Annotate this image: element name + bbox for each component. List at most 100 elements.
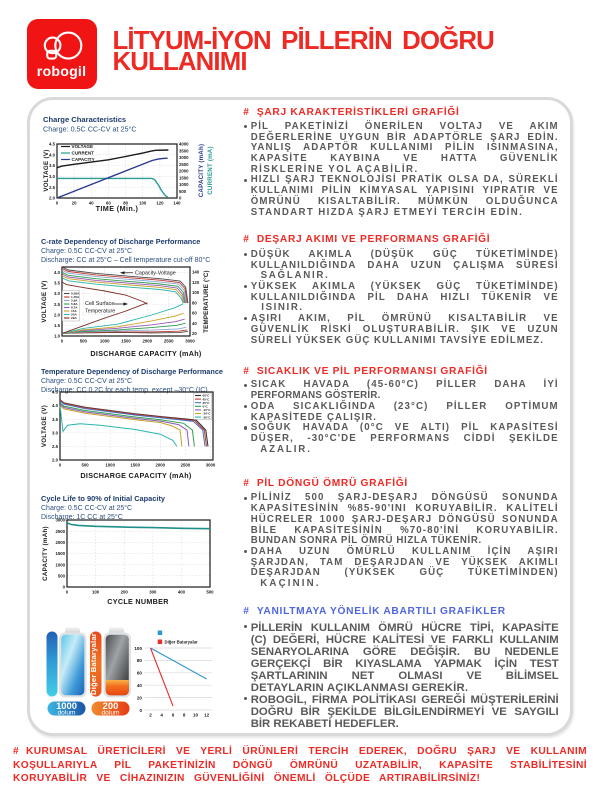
svg-text:60: 60 [106,201,111,206]
svg-text:dolum: dolum [102,710,120,717]
svg-text:12: 12 [204,713,210,718]
svg-text:100: 100 [92,590,100,595]
svg-text:500: 500 [82,463,90,468]
svg-text:Cycle Life to 90% of Initial C: Cycle Life to 90% of Initial Capacity [41,494,166,503]
svg-text:4: 4 [160,713,163,718]
svg-text:CAPACITY: CAPACITY [72,157,95,162]
svg-text:500: 500 [206,590,214,595]
svg-text:2.5: 2.5 [49,185,56,190]
svg-text:CYCLE NUMBER: CYCLE NUMBER [107,597,169,606]
svg-text:Cell Surface: Cell Surface [85,301,114,307]
svg-text:0: 0 [139,708,142,713]
svg-text:4.0: 4.0 [52,403,59,408]
svg-text:0: 0 [61,339,64,344]
svg-text:20: 20 [137,695,143,700]
svg-text:500: 500 [58,573,66,578]
svg-text:0,58A: 0,58A [71,292,80,296]
svg-text:CURRENT: CURRENT [72,151,95,156]
svg-text:100: 100 [134,646,142,651]
svg-text:1.0: 1.0 [54,334,61,339]
svg-text:45°C: 45°C [203,397,211,401]
svg-text:8: 8 [183,713,186,718]
svg-text:10: 10 [193,713,199,718]
svg-text:4.5: 4.5 [52,390,59,395]
svg-text:1500: 1500 [121,339,131,344]
svg-text:100: 100 [139,201,147,206]
svg-text:200: 200 [121,590,129,595]
svg-text:20: 20 [192,331,197,336]
svg-text:3.5: 3.5 [49,163,56,168]
svg-text:60: 60 [192,311,197,316]
svg-text:15A: 15A [71,309,77,313]
svg-text:1000: 1000 [55,562,65,567]
svg-text:3000: 3000 [179,155,189,160]
svg-text:Discharge: CC at 25°C – Cell t: Discharge: CC at 25°C – Cell temperature… [41,256,210,264]
svg-text:0: 0 [63,585,66,590]
svg-text:dolum: dolum [58,710,76,717]
svg-text:-20°C: -20°C [203,412,212,416]
svg-text:VOLTAGE (V): VOLTAGE (V) [41,280,48,322]
svg-text:4.5: 4.5 [49,142,56,147]
svg-text:0: 0 [66,590,69,595]
svg-text:Capacity-Voltage: Capacity-Voltage [135,271,176,277]
svg-text:0°C: 0°C [203,405,209,409]
svg-text:200: 200 [103,700,119,711]
svg-text:3000: 3000 [185,339,195,344]
svg-text:2500: 2500 [55,529,65,534]
svg-text:VOLTAGE: VOLTAGE [72,144,94,149]
svg-text:Charge: 0.5C CC-CV at 25°C: Charge: 0.5C CC-CV at 25°C [41,377,132,385]
svg-text:20: 20 [72,201,77,206]
svg-text:0: 0 [59,463,62,468]
svg-text:4.0: 4.0 [49,152,56,157]
svg-text:3000: 3000 [206,463,216,468]
svg-text:29A: 29A [71,316,77,320]
svg-text:140: 140 [173,201,181,206]
svg-text:20A: 20A [71,313,77,317]
svg-text:1000: 1000 [100,339,110,344]
svg-text:2.0: 2.0 [54,312,61,317]
svg-text:3500: 3500 [179,148,189,153]
svg-text:3000: 3000 [55,518,65,523]
svg-text:2: 2 [149,713,152,718]
svg-text:120: 120 [192,280,200,285]
svg-text:2.5: 2.5 [54,302,61,307]
svg-text:140: 140 [192,270,200,275]
svg-text:Charge: 0.5C CC-CV at 25°C: Charge: 0.5C CC-CV at 25°C [41,247,132,255]
svg-text:1500: 1500 [179,175,189,180]
svg-text:5,8A: 5,8A [71,302,78,306]
svg-text:-30°C: -30°C [203,415,212,419]
svg-text:2.0: 2.0 [52,458,59,463]
svg-text:Discharge: 1C CC at 25°C: Discharge: 1C CC at 25°C [41,513,123,521]
svg-text:VOLTAGE (V): VOLTAGE (V) [41,405,48,447]
svg-text:Diğer Bataryalar: Diğer Bataryalar [89,633,98,695]
svg-text:1.5: 1.5 [54,323,61,328]
svg-text:Discharge: CC 0.2C for each te: Discharge: CC 0.2C for each temp. except… [41,386,208,394]
svg-text:2500: 2500 [179,162,189,167]
svg-text:2.5: 2.5 [52,444,59,449]
svg-text:CAPACITY (mAh): CAPACITY (mAh) [42,526,49,581]
svg-text:2,9A: 2,9A [71,299,78,303]
svg-text:6: 6 [172,713,175,718]
svg-text:CURRENT (mA): CURRENT (mA) [207,146,214,194]
svg-text:DISCHARGE CAPACITY (mAh): DISCHARGE CAPACITY (mAh) [80,471,191,480]
svg-text:2500: 2500 [181,463,191,468]
svg-text:3.0: 3.0 [54,291,61,296]
svg-text:VOLTAGE (V): VOLTAGE (V) [43,149,50,191]
svg-text:C-rate Dependency of Discharge: C-rate Dependency of Discharge Performan… [41,237,200,246]
svg-text:1000: 1000 [179,182,189,187]
svg-text:robogil: robogil [37,64,86,80]
svg-text:4000: 4000 [179,142,189,147]
svg-text:Charge: 0.5C CC-CV at 25°C: Charge: 0.5C CC-CV at 25°C [41,504,132,512]
svg-text:300: 300 [149,590,157,595]
svg-text:100: 100 [192,290,200,295]
svg-text:80: 80 [192,300,197,305]
svg-text:Diğer Bataryalar: Diğer Bataryalar [165,640,199,645]
svg-text:CAPACITY (mAh): CAPACITY (mAh) [198,144,205,197]
svg-text:500: 500 [179,189,187,194]
svg-text:60°C: 60°C [203,394,211,398]
svg-text:TEMPERATURE (°C): TEMPERATURE (°C) [203,270,210,333]
svg-text:3.0: 3.0 [49,174,56,179]
svg-text:Charge: 0.5C CC-CV at 25°C: Charge: 0.5C CC-CV at 25°C [43,125,137,134]
svg-text:0: 0 [56,201,59,206]
svg-text:40: 40 [89,201,94,206]
